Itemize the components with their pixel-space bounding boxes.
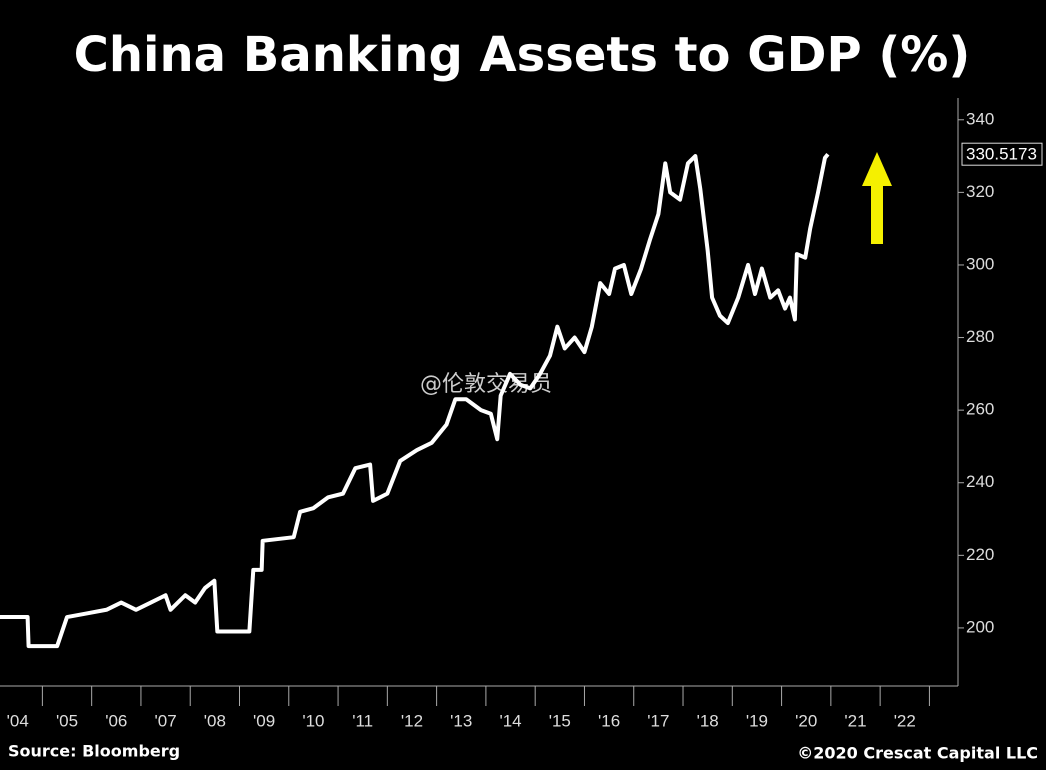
chart-title: China Banking Assets to GDP (%) (74, 27, 971, 83)
x-tick-label: '16 (598, 711, 620, 730)
last-value-label: 330.5173 (966, 145, 1037, 164)
y-tick-label: 260 (966, 400, 994, 419)
last-value-box (961, 142, 1043, 166)
x-tick-label: '09 (253, 711, 275, 730)
y-tick-label: 200 (966, 617, 994, 636)
x-tick-label: '14 (499, 711, 521, 730)
y-tick-label: 340 (966, 109, 994, 128)
x-tick-label: '04 (7, 711, 29, 730)
y-tick-label: 220 (966, 545, 994, 564)
x-tick-label: '18 (697, 711, 719, 730)
x-tick-label: '10 (302, 711, 324, 730)
x-tick-label: '06 (105, 711, 127, 730)
x-tick-label: '15 (549, 711, 571, 730)
y-tick-label: 320 (966, 182, 994, 201)
watermark: @伦敦交易员 (420, 372, 552, 397)
x-tick-label: '22 (894, 711, 916, 730)
y-tick-label: 240 (966, 472, 994, 491)
x-tick-label: '11 (352, 711, 373, 730)
x-tick-label: '07 (155, 711, 177, 730)
x-tick-label: '20 (795, 711, 817, 730)
x-tick-label: '19 (746, 711, 768, 730)
x-tick-label: '12 (401, 711, 423, 730)
source: Source: Bloomberg (8, 742, 180, 761)
line-series (0, 152, 830, 649)
y-tick-label: 280 (966, 327, 994, 346)
up-arrow (862, 152, 892, 244)
y-tick-label: 300 (966, 254, 994, 273)
x-tick-label: '08 (204, 711, 226, 730)
copyright: ©2020 Crescat Capital LLC (797, 744, 1038, 763)
x-tick-label: '17 (647, 711, 669, 730)
x-tick-label: '05 (56, 711, 78, 730)
x-tick-label: '21 (844, 711, 866, 730)
x-tick-label: '13 (450, 711, 472, 730)
